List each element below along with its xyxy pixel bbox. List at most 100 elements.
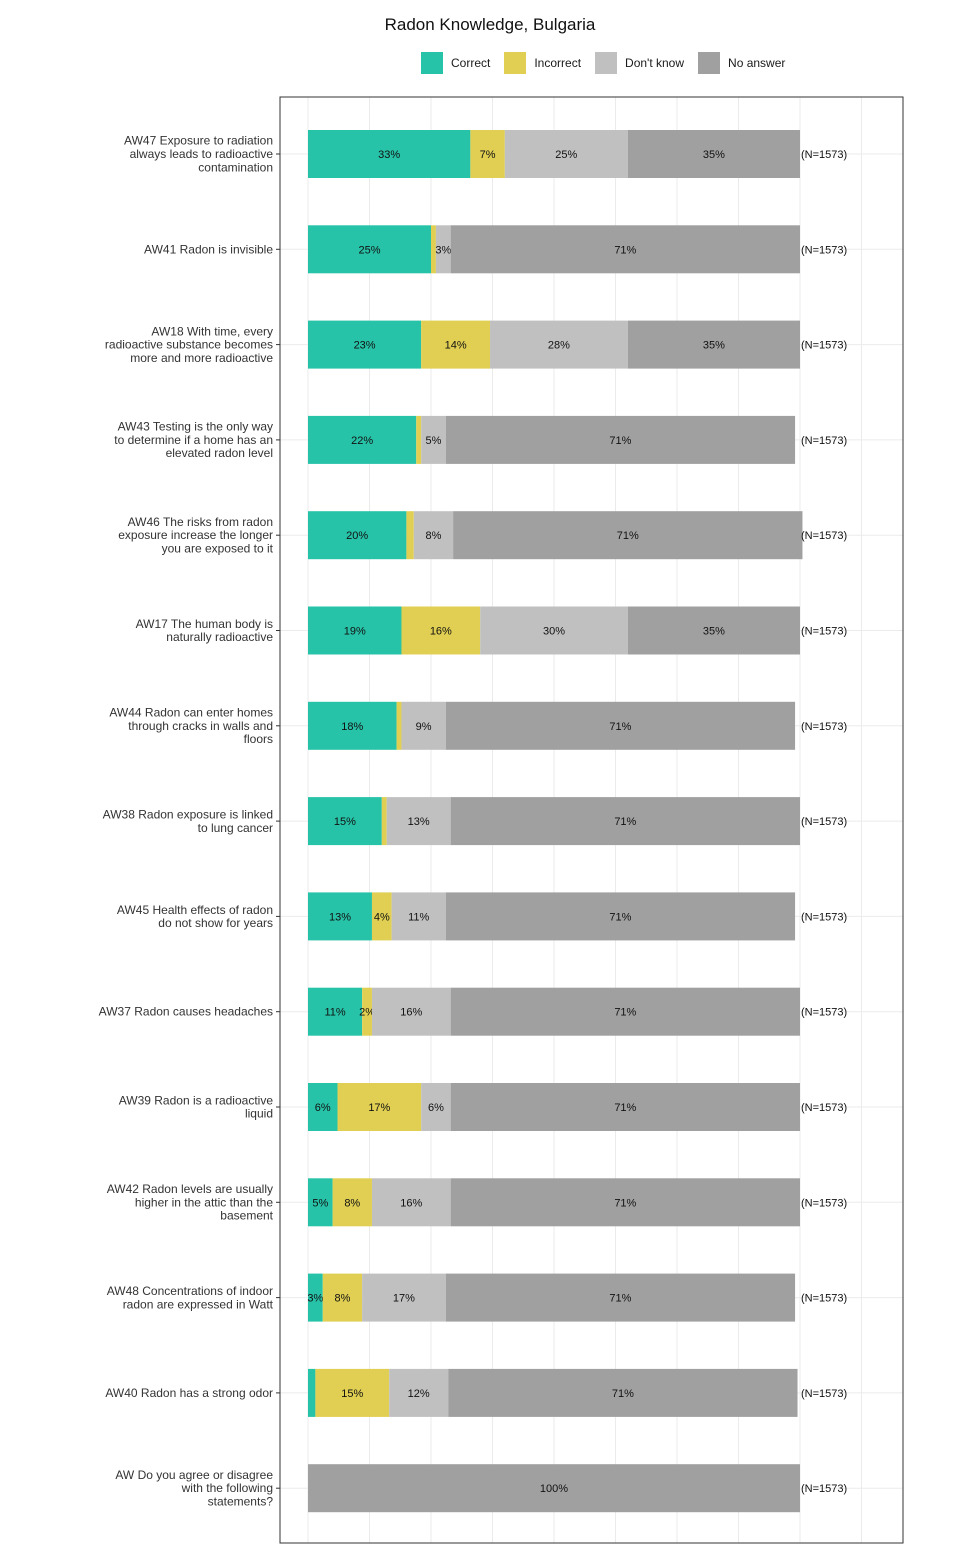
category-label-line: naturally radioactive — [166, 630, 273, 644]
data-label-dont-know: 30% — [543, 626, 565, 638]
bar-segment-incorrect — [322, 1273, 363, 1322]
bar-segment-incorrect — [371, 892, 392, 941]
bar-segment-dont-know — [362, 1273, 446, 1322]
n-label: (N=1573) — [801, 1388, 847, 1400]
data-label-dont-know: 5% — [426, 435, 442, 447]
bar-segment-incorrect — [401, 606, 481, 655]
bar-segment-dont-know — [435, 225, 451, 274]
bar-segment-correct — [308, 701, 397, 750]
category-label-line: with the following — [181, 1481, 273, 1495]
bar-segment-dont-know — [391, 892, 446, 941]
data-label-incorrect: 4% — [374, 911, 390, 923]
bar-segment-incorrect — [470, 130, 505, 178]
bar-segment-no-answer — [453, 511, 803, 560]
bar-segment-dont-know — [504, 130, 628, 178]
category-label-line: AW40 Radon has a strong odor — [105, 1386, 273, 1400]
data-label-no-answer: 71% — [614, 1197, 636, 1209]
data-label-no-answer: 71% — [609, 435, 631, 447]
category-label-line: statements? — [208, 1495, 274, 1509]
category-label-line: basement — [220, 1209, 273, 1223]
category-label: AW17 The human body is naturally radioact… — [136, 617, 274, 644]
bar-segment-dont-know — [401, 701, 446, 750]
category-label-line: through cracks in walls and — [128, 719, 273, 733]
bar-segment-dont-know — [480, 606, 628, 655]
data-label-no-answer: 100% — [540, 1483, 568, 1495]
bar-segment-dont-know — [490, 320, 628, 369]
legend-swatch-correct — [421, 52, 443, 74]
n-label: (N=1573) — [801, 530, 847, 542]
n-label: (N=1573) — [801, 340, 847, 352]
category-label-line: AW17 The human body is — [136, 617, 273, 631]
data-label-no-answer: 35% — [703, 626, 725, 638]
category-label-line: to lung cancer — [198, 821, 273, 835]
category-label-line: AW37 Radon causes headaches — [99, 1005, 273, 1019]
bar-segment-correct — [308, 1083, 338, 1131]
bar-segment-correct — [308, 987, 363, 1036]
category-label-line: AW42 Radon levels are usually — [107, 1182, 273, 1196]
data-label-correct: 6% — [315, 1102, 331, 1114]
n-label: (N=1573) — [801, 816, 847, 828]
bar-segment-incorrect — [396, 701, 402, 750]
category-label-line: AW38 Radon exposure is linked — [103, 807, 273, 821]
data-label-correct: 5% — [312, 1197, 328, 1209]
legend-item-correct: Correct — [421, 52, 490, 74]
data-label-correct: 15% — [334, 816, 356, 828]
bar-segment-no-answer — [627, 606, 800, 655]
category-label-line: AW41 Radon is invisible — [144, 242, 273, 256]
data-label-correct: 18% — [341, 721, 363, 733]
data-label-no-answer: 35% — [703, 149, 725, 161]
category-label: AW41 Radon is invisible — [144, 242, 273, 256]
data-label-no-answer: 35% — [703, 340, 725, 352]
n-label: (N=1573) — [801, 244, 847, 256]
category-label: AW42 Radon levels are usually higher in t… — [107, 1182, 274, 1223]
category-label: AW45 Health effects of radon do not show … — [117, 903, 273, 930]
data-label-correct: 13% — [329, 911, 351, 923]
data-label-no-answer: 71% — [617, 530, 639, 542]
data-label-dont-know: 13% — [408, 816, 430, 828]
data-label-correct: 25% — [358, 244, 380, 256]
bar-segment-no-answer — [448, 1368, 798, 1417]
category-label: AW44 Radon can enter homes through cracks… — [109, 706, 273, 747]
data-label-no-answer: 71% — [614, 1102, 636, 1114]
category-label-line: AW Do you agree or disagree — [115, 1468, 273, 1482]
bar-segment-no-answer — [450, 225, 800, 274]
data-label-dont-know: 11% — [408, 911, 429, 923]
data-label-dont-know: 3% — [435, 244, 451, 256]
bar-segment-no-answer — [308, 1464, 800, 1513]
bar-segment-correct — [308, 1178, 333, 1227]
data-label-dont-know: 25% — [555, 149, 577, 161]
bar-segment-correct — [308, 1368, 316, 1417]
category-label-line: floors — [244, 732, 273, 746]
bar-segment-incorrect — [337, 1083, 422, 1131]
n-label: (N=1573) — [801, 1007, 847, 1019]
n-label: (N=1573) — [801, 721, 847, 733]
category-label: AW48 Concentrations of indoor radon are e… — [107, 1284, 274, 1311]
n-label: (N=1573) — [801, 1483, 847, 1495]
bar-segment-incorrect — [315, 1368, 390, 1417]
category-label: AW18 With time, every radioactive substan… — [105, 324, 273, 365]
data-label-dont-know: 12% — [408, 1388, 430, 1400]
data-label-incorrect: 7% — [480, 149, 496, 161]
category-label-line: AW45 Health effects of radon — [117, 903, 273, 917]
data-label-no-answer: 71% — [609, 721, 631, 733]
bar-segment-incorrect — [362, 987, 372, 1036]
category-label: AW Do you agree or disagree with the foll… — [115, 1468, 273, 1509]
data-label-dont-know: 28% — [548, 340, 570, 352]
data-label-dont-know: 16% — [400, 1007, 422, 1019]
legend-item-no-answer: No answer — [698, 52, 785, 74]
category-label-line: liquid — [245, 1107, 273, 1121]
legend-swatch-no-answer — [698, 52, 721, 74]
data-label-correct: 3% — [307, 1293, 323, 1305]
panel-border — [279, 96, 904, 1544]
bar-segment-correct — [308, 606, 402, 655]
bar-segment-incorrect — [431, 225, 436, 274]
category-label-line: AW46 The risks from radon — [128, 515, 273, 529]
bar-segment-dont-know — [421, 1083, 451, 1131]
bar-segment-no-answer — [450, 1083, 800, 1131]
data-label-correct: 23% — [354, 340, 376, 352]
legend: Correct Incorrect Don't know No answer — [421, 51, 799, 75]
data-label-correct: 11% — [324, 1007, 345, 1019]
data-label-dont-know: 16% — [400, 1197, 422, 1209]
category-label-line: AW43 Testing is the only way — [118, 420, 273, 434]
n-label: (N=1573) — [801, 435, 847, 447]
